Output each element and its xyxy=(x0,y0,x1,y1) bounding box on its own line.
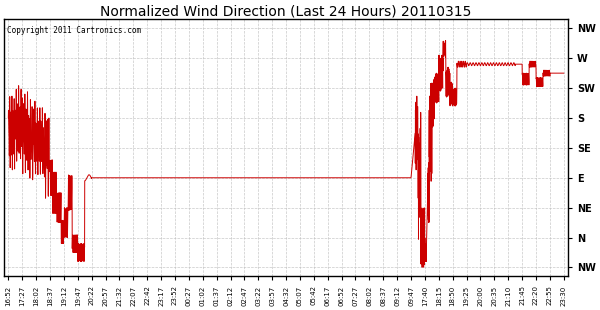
Text: Copyright 2011 Cartronics.com: Copyright 2011 Cartronics.com xyxy=(7,26,141,35)
Title: Normalized Wind Direction (Last 24 Hours) 20110315: Normalized Wind Direction (Last 24 Hours… xyxy=(100,4,472,18)
